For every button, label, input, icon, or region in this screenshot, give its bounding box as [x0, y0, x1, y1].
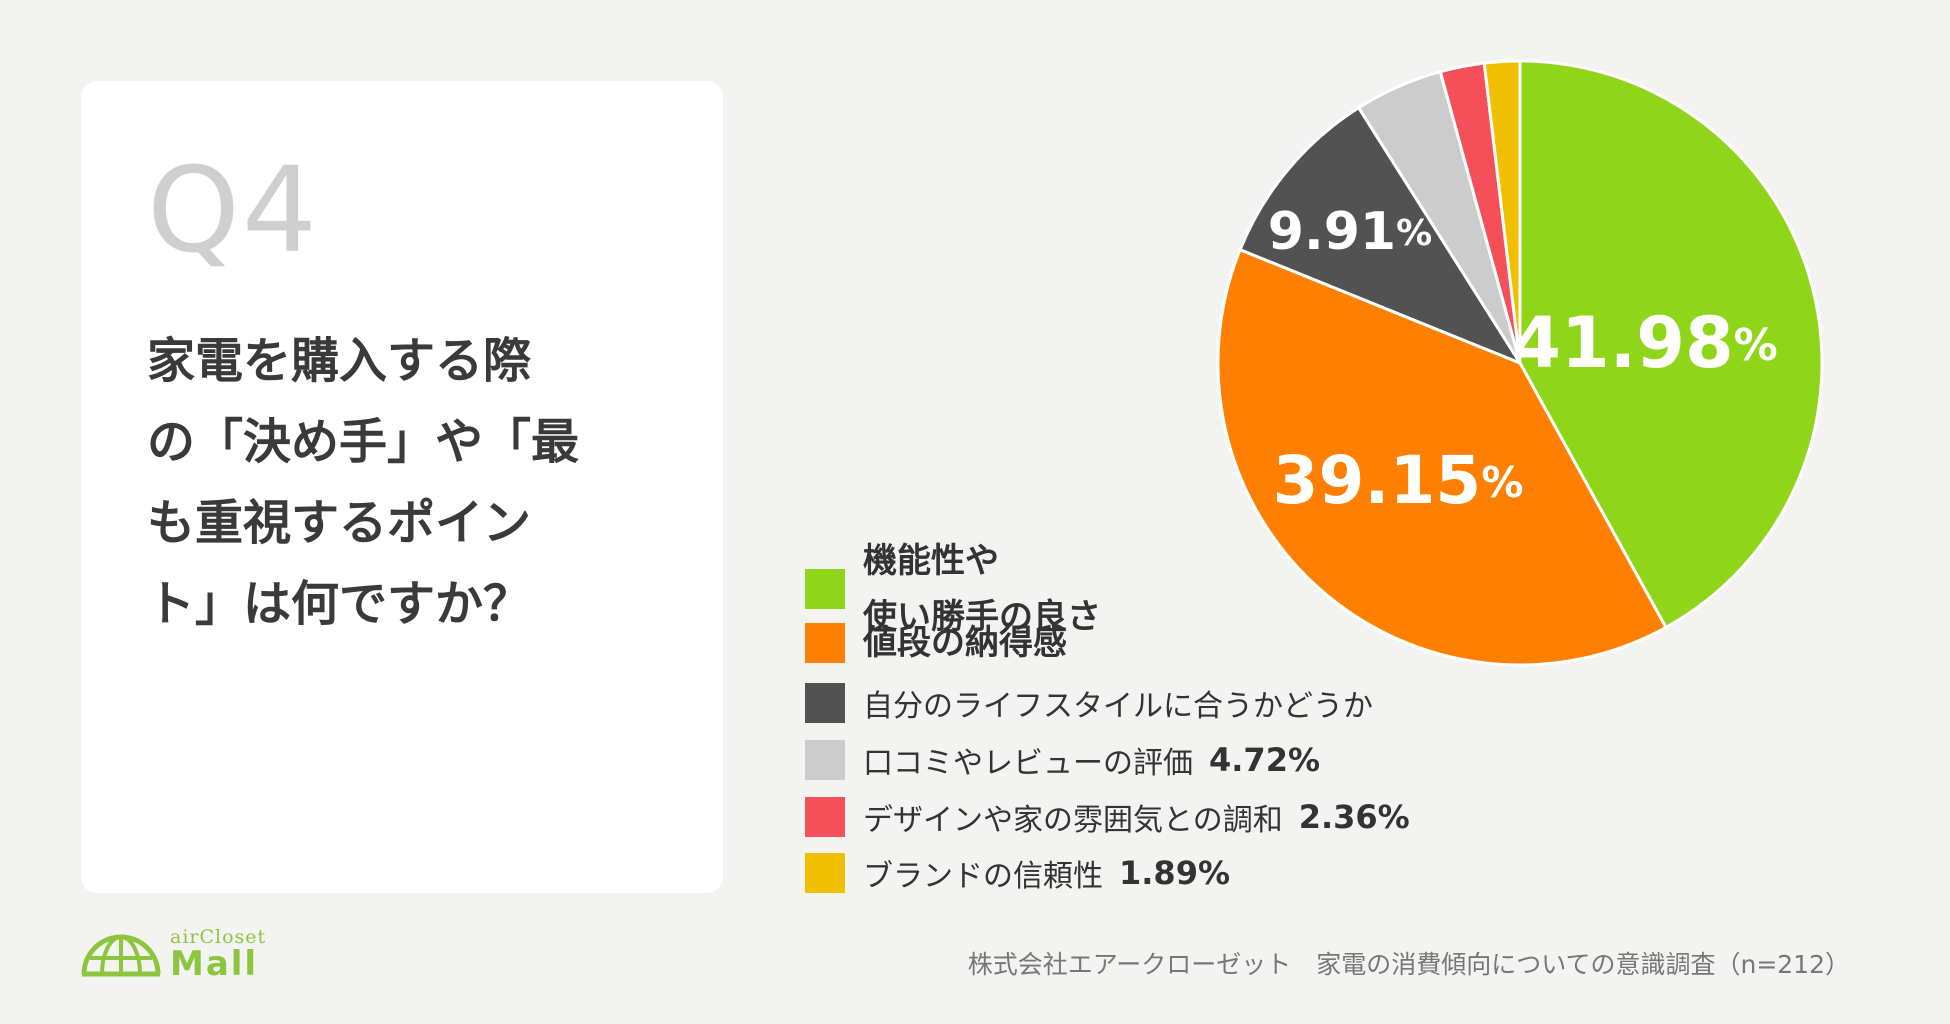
question-card: Q4 家電を購入する際 の「決め手」や「最 も重視するポイン ト」は何ですか？: [81, 81, 723, 893]
legend-value: 1.89%: [1119, 854, 1231, 892]
legend-swatch: [805, 683, 845, 723]
question-line: ト」は何ですか？: [147, 576, 532, 632]
legend-label: ブランドの信頼性: [863, 859, 1103, 894]
pie-slice: [1482, 59, 1522, 365]
legend-value: 4.72%: [1209, 741, 1321, 779]
question-line: 家電を購入する際: [147, 333, 532, 389]
legend-item: 自分のライフスタイルに合うかどうか: [805, 681, 1373, 725]
legend-label: 自分のライフスタイルに合うかどうか: [863, 689, 1373, 724]
legend-label-line: 機能性や: [863, 541, 999, 581]
legend-item: 口コミやレビューの評価 4.72%: [805, 738, 1320, 782]
globe-icon: [81, 934, 161, 976]
legend-item: デザインや家の雰囲気との調和 2.36%: [805, 795, 1410, 839]
legend-item: 機能性や 使い勝手の良さ: [805, 533, 1101, 645]
slice-value-label: 41.98%: [1512, 302, 1778, 384]
legend-item: ブランドの信頼性 1.89%: [805, 851, 1230, 895]
question-text: 家電を購入する際 の「決め手」や「最 も重視するポイン ト」は何ですか？: [147, 321, 667, 645]
legend-swatch: [805, 569, 845, 609]
legend-label: 口コミやレビューの評価: [863, 746, 1193, 781]
legend-label: 機能性や 使い勝手の良さ: [863, 533, 1101, 645]
pie-slice: [1238, 106, 1522, 365]
pie-slice: [1216, 248, 1668, 667]
slice-value-label: 9.91%: [1268, 202, 1432, 262]
legend-swatch: [805, 797, 845, 837]
logo-text-top: airCloset: [170, 926, 267, 948]
legend-item: 値段の納得感: [805, 615, 1067, 671]
legend-label-line: 使い勝手の良さ: [863, 597, 1101, 637]
pie-slice: [1518, 59, 1824, 629]
legend-label: デザインや家の雰囲気との調和: [863, 803, 1283, 838]
legend-swatch: [805, 740, 845, 780]
slice-value-label: 39.15%: [1273, 442, 1524, 519]
brand-logo: airCloset Mall: [80, 928, 266, 981]
legend-label: 値段の納得感: [863, 623, 1067, 663]
question-line: の「決め手」や「最: [147, 414, 580, 470]
question-line: も重視するポイン: [147, 495, 532, 551]
question-number: Q4: [147, 141, 319, 279]
source-caption: 株式会社エアークローゼット 家電の消費傾向についての意識調査（n=212）: [967, 950, 1850, 979]
legend-value: 2.36%: [1298, 798, 1410, 836]
legend-swatch: [805, 623, 845, 663]
legend-swatch: [805, 853, 845, 893]
logo-text-bottom: Mall: [170, 944, 259, 984]
